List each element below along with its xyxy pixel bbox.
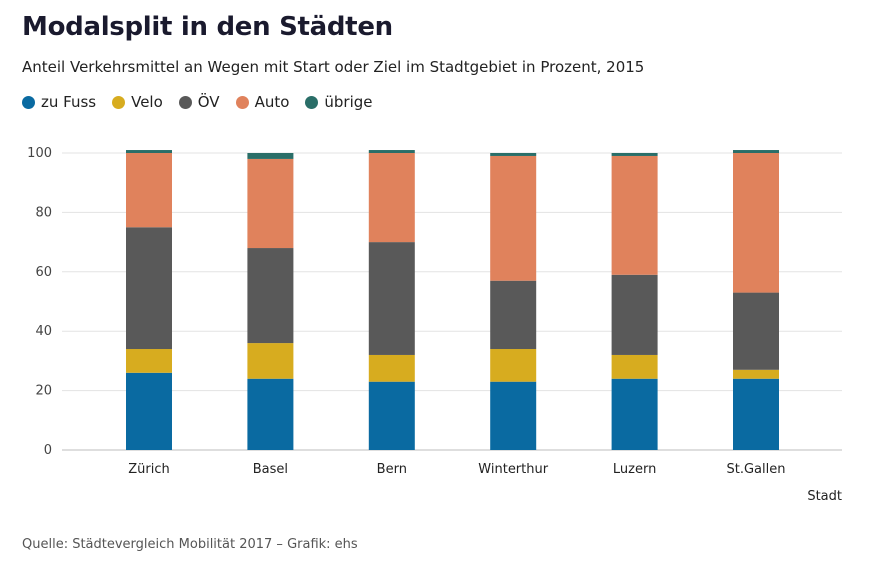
bar-segment [490,349,537,382]
bar-segment [733,369,779,379]
bar-segment [247,153,294,159]
x-tick-label: Basel [253,462,288,477]
legend-item-2: ÖV [178,93,220,111]
bar-segment [126,372,172,450]
bar-segment [247,158,294,249]
legend-swatch [178,95,192,109]
legend-label: übrige [324,93,373,111]
bar-segment [490,381,537,450]
bar-segment [126,153,172,228]
y-tick-label: 0 [44,443,52,458]
bar-segment [733,292,779,370]
bar-segment [611,155,658,275]
x-tick-label: Zürich [128,462,170,477]
bar-segment [490,280,537,350]
legend: zu Fuss Velo ÖV Auto übrige [22,93,389,111]
legend-label: zu Fuss [41,93,97,111]
bar-segment [733,378,779,450]
legend-swatch [305,95,319,109]
source-note: Quelle: Städtevergleich Mobilität 2017 –… [22,537,358,552]
bar-segment [490,153,537,156]
x-tick-label: St.Gallen [727,462,786,477]
bar-segment [368,381,415,450]
bar-segment [247,248,294,344]
legend-swatch [112,95,126,109]
legend-item-0: zu Fuss [22,93,96,111]
legend-label: Velo [131,93,163,111]
bar-segment [126,150,172,153]
bar-segment [490,155,537,281]
y-tick-label: 80 [35,205,52,220]
legend-label: ÖV [197,93,220,111]
x-tick-label: Winterthur [478,462,548,477]
chart-subtitle: Anteil Verkehrsmittel an Wegen mit Start… [22,58,645,76]
y-tick-label: 40 [35,324,52,339]
bar-segment [126,227,172,350]
bar-segment [126,349,172,373]
legend-item-1: Velo [112,93,163,111]
x-tick-label: Luzern [613,462,656,477]
bar-segment [611,274,658,355]
x-axis-title: Stadt [807,489,842,504]
bar-segment [611,378,658,450]
bar-segment [368,242,415,355]
bar-segment [368,150,415,153]
legend-swatch [22,95,35,109]
bar-segment [368,354,415,382]
bar-segment [733,153,779,293]
legend-item-4: übrige [305,93,373,111]
bar-segment [733,150,779,153]
bar-segment [368,153,415,243]
bar-segment [247,378,294,450]
bar-segment [611,354,658,379]
y-tick-label: 20 [35,384,52,399]
legend-item-3: Auto [235,93,290,111]
bar-segment [611,153,658,156]
y-tick-label: 60 [35,265,52,280]
bar-segment [247,343,294,379]
legend-swatch [235,95,249,109]
x-tick-label: Bern [377,462,407,477]
legend-label: Auto [254,93,290,111]
y-tick-label: 100 [27,146,52,161]
chart-title: Modalsplit in den Städten [22,12,393,42]
